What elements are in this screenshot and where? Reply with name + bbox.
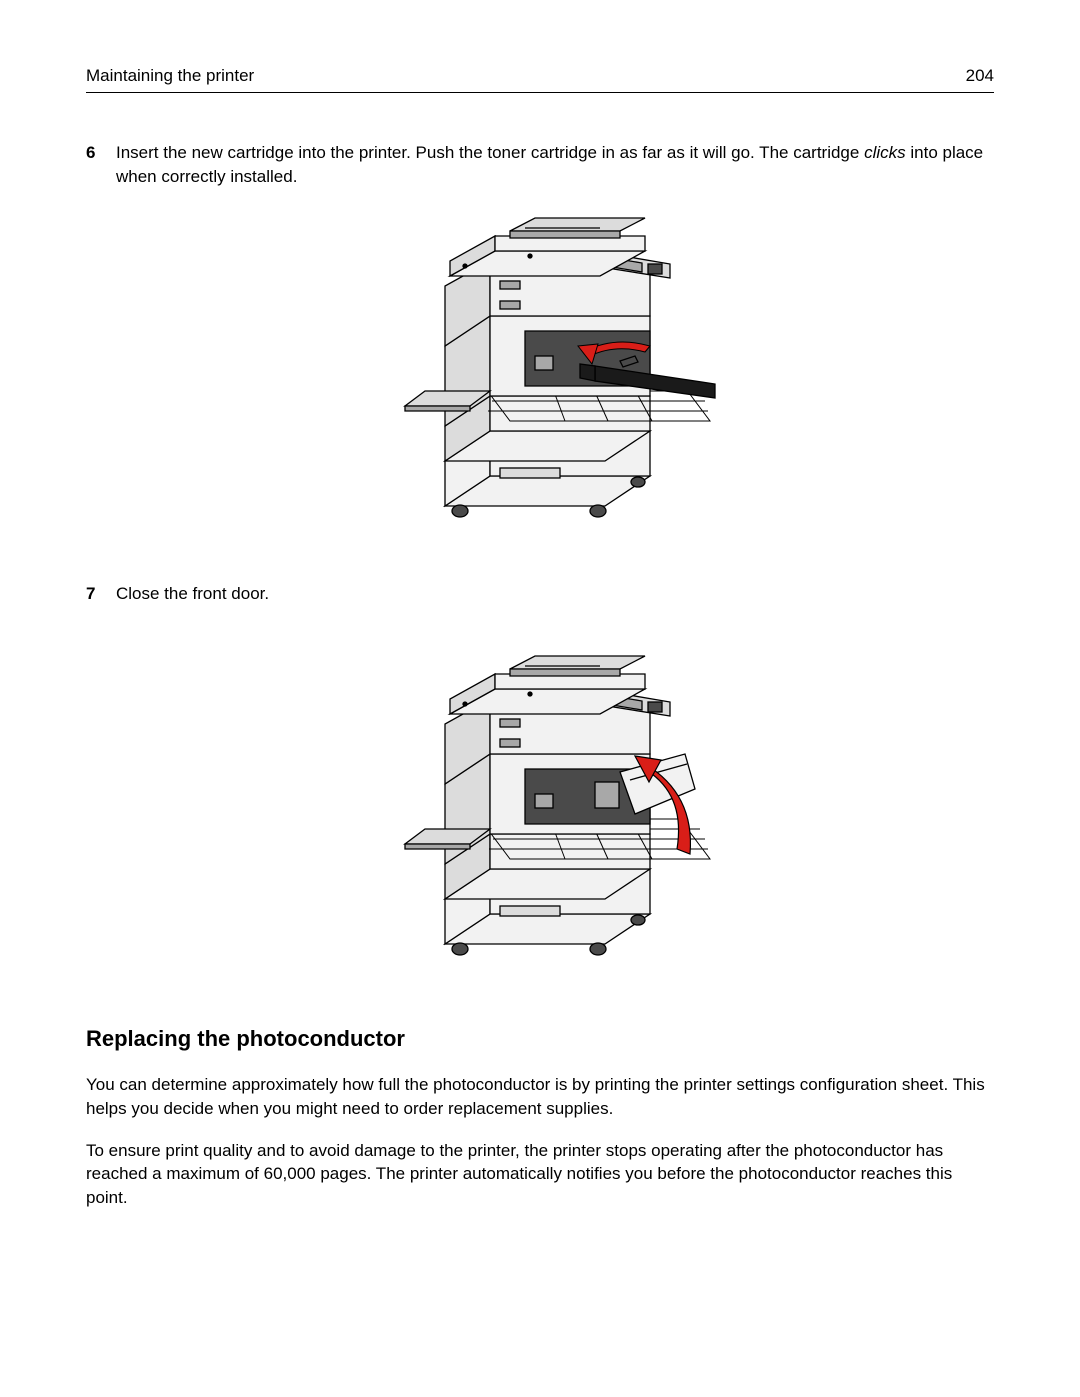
figure-close-door (86, 624, 994, 984)
printer-close-door-illustration (355, 624, 725, 984)
section-heading-photoconductor: Replacing the photoconductor (86, 1024, 994, 1055)
step-6-text-before: Insert the new cartridge into the printe… (116, 143, 864, 162)
header-title: Maintaining the printer (86, 64, 254, 88)
step-7-number: 7 (86, 582, 102, 606)
step-6-number: 6 (86, 141, 102, 189)
step-7: 7 Close the front door. (86, 582, 994, 606)
photoconductor-paragraph-2: To ensure print quality and to avoid dam… (86, 1139, 994, 1210)
step-6: 6 Insert the new cartridge into the prin… (86, 141, 994, 189)
step-7-text-before: Close the front door. (116, 584, 269, 603)
step-7-text: Close the front door. (116, 582, 994, 606)
header-page-number: 204 (966, 64, 994, 88)
step-6-emphasis: clicks (864, 143, 906, 162)
step-6-text: Insert the new cartridge into the printe… (116, 141, 994, 189)
printer-insert-cartridge-illustration (350, 206, 730, 546)
figure-insert-cartridge (86, 206, 994, 546)
photoconductor-paragraph-1: You can determine approximately how full… (86, 1073, 994, 1121)
page-header: Maintaining the printer 204 (86, 64, 994, 93)
